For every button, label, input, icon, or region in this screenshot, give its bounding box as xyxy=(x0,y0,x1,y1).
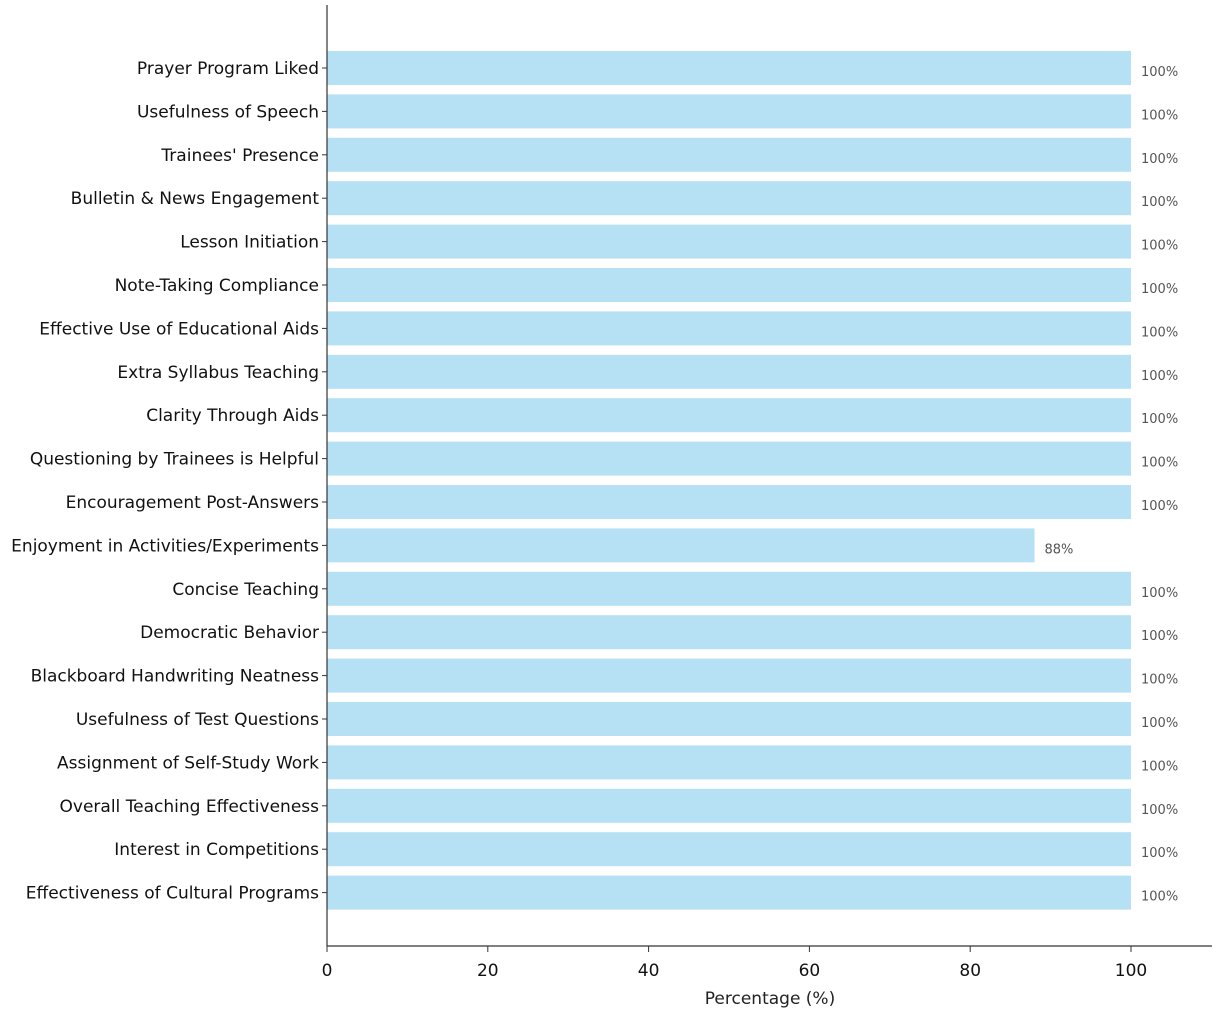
x-tick-label: 80 xyxy=(959,961,981,981)
bar xyxy=(327,224,1131,259)
y-tick-label: Trainees' Presence xyxy=(160,146,319,166)
data-label: 100% xyxy=(1141,195,1178,210)
y-tick-label: Lesson Initiation xyxy=(180,233,319,253)
bar xyxy=(327,788,1131,823)
data-label: 100% xyxy=(1141,629,1178,644)
x-tick-label: 0 xyxy=(322,961,333,981)
bar xyxy=(327,875,1131,910)
y-tick-label: Prayer Program Liked xyxy=(137,59,319,79)
y-tick-label: Questioning by Trainees is Helpful xyxy=(30,450,319,470)
y-tick-label: Democratic Behavior xyxy=(140,623,319,643)
bar xyxy=(327,615,1131,650)
bar xyxy=(327,571,1131,606)
data-label: 100% xyxy=(1141,152,1178,167)
y-tick-label: Usefulness of Test Questions xyxy=(76,710,319,730)
bar xyxy=(327,51,1131,85)
data-label: 100% xyxy=(1141,586,1178,601)
y-tick-label: Assignment of Self-Study Work xyxy=(57,753,319,773)
bar xyxy=(327,94,1131,129)
data-label: 100% xyxy=(1141,499,1178,514)
y-tick-label: Overall Teaching Effectiveness xyxy=(60,797,320,817)
y-tick-label: Bulletin & News Engagement xyxy=(71,189,320,209)
data-label: 100% xyxy=(1141,239,1178,254)
y-tick-label: Extra Syllabus Teaching xyxy=(117,363,319,383)
bar xyxy=(327,441,1131,476)
data-label: 100% xyxy=(1141,65,1178,80)
data-label: 100% xyxy=(1141,890,1178,905)
y-tick-label: Clarity Through Aids xyxy=(146,406,319,426)
y-tick-label: Usefulness of Speech xyxy=(137,102,319,122)
data-label: 100% xyxy=(1141,108,1178,123)
y-tick-label: Blackboard Handwriting Neatness xyxy=(31,667,320,687)
y-tick-label: Effective Use of Educational Aids xyxy=(39,319,319,339)
data-label: 100% xyxy=(1141,673,1178,688)
x-tick-label: 60 xyxy=(799,961,821,981)
data-label: 88% xyxy=(1045,542,1074,557)
bar xyxy=(327,832,1131,867)
y-tick-label: Concise Teaching xyxy=(172,580,319,600)
data-label: 100% xyxy=(1141,369,1178,384)
bar xyxy=(327,658,1131,693)
data-label: 100% xyxy=(1141,412,1178,427)
bar xyxy=(327,745,1131,780)
y-tick-label: Encouragement Post-Answers xyxy=(66,493,319,513)
bar xyxy=(327,268,1131,302)
bar xyxy=(327,485,1131,519)
data-label: 100% xyxy=(1141,759,1178,774)
data-label: 100% xyxy=(1141,282,1178,297)
data-label: 100% xyxy=(1141,716,1178,731)
y-tick-label: Enjoyment in Activities/Experiments xyxy=(11,536,319,556)
x-tick-label: 100 xyxy=(1115,961,1147,981)
bar xyxy=(327,354,1131,389)
data-label: 100% xyxy=(1141,456,1178,471)
x-tick-label: 40 xyxy=(638,961,660,981)
x-tick-label: 20 xyxy=(477,961,499,981)
data-label: 100% xyxy=(1141,803,1178,818)
bar xyxy=(327,702,1131,736)
bar xyxy=(327,528,1035,563)
y-tick-label: Note-Taking Compliance xyxy=(115,276,319,296)
y-tick-label: Interest in Competitions xyxy=(114,840,319,860)
data-label: 100% xyxy=(1141,846,1178,861)
x-axis-label: Percentage (%) xyxy=(705,989,835,1009)
bar xyxy=(327,137,1131,172)
bar xyxy=(327,311,1131,346)
data-label: 100% xyxy=(1141,325,1178,340)
bar xyxy=(327,398,1131,433)
bar xyxy=(327,181,1131,216)
y-tick-label: Effectiveness of Cultural Programs xyxy=(26,884,319,904)
